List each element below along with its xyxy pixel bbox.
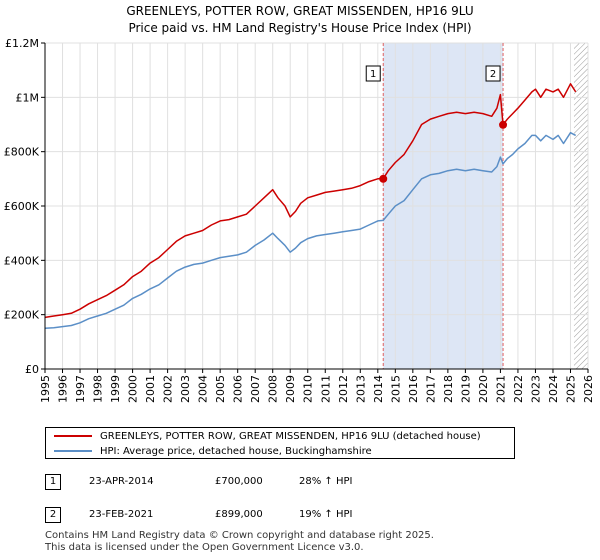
property-price-line (44, 83, 577, 319)
x-tick-label: 2015 (389, 375, 402, 403)
y-tick-label: £800K (4, 146, 40, 159)
footer-copyright: Contains HM Land Registry data © Crown c… (45, 530, 434, 541)
x-tick-label: 2019 (459, 375, 472, 403)
x-tick-label: 2002 (162, 375, 175, 403)
x-tick-label: 2007 (249, 375, 262, 403)
x-tick-label: 2016 (407, 375, 420, 403)
transaction-label: 2 (490, 69, 496, 80)
transaction-row: 1 23-APR-2014 £700,000 28% ↑ HPI (45, 474, 445, 490)
chart-legend: GREENLEYS, POTTER ROW, GREAT MISSENDEN, … (45, 427, 515, 459)
transaction-label-box (485, 65, 501, 82)
x-tick-label: 2014 (372, 375, 385, 403)
x-tick-label: 2020 (477, 375, 490, 403)
y-tick-label: £400K (4, 254, 40, 267)
x-tick-label: 2026 (582, 375, 595, 403)
transaction-price: £700,000 (215, 476, 263, 487)
x-tick-label: 1998 (92, 375, 105, 403)
transaction-date: 23-APR-2014 (89, 476, 154, 487)
legend-swatch-property (54, 435, 92, 437)
transaction-number: 1 (45, 474, 61, 490)
legend-item-property: GREENLEYS, POTTER ROW, GREAT MISSENDEN, … (54, 428, 481, 444)
transaction-row: 2 23-FEB-2021 £899,000 19% ↑ HPI (45, 507, 445, 523)
legend-label-hpi: HPI: Average price, detached house, Buck… (100, 445, 372, 457)
x-tick-label: 2018 (442, 375, 455, 403)
x-tick-label: 2009 (284, 375, 297, 403)
chart-title: GREENLEYS, POTTER ROW, GREAT MISSENDEN, … (126, 4, 474, 18)
legend-label-property: GREENLEYS, POTTER ROW, GREAT MISSENDEN, … (100, 430, 481, 442)
x-tick-label: 2012 (337, 375, 350, 403)
x-tick-label: 2000 (127, 375, 140, 403)
x-tick-label: 1999 (109, 375, 122, 403)
legend-item-hpi: HPI: Average price, detached house, Buck… (54, 443, 372, 459)
transaction-point (379, 174, 388, 183)
x-tick-label: 2025 (564, 375, 577, 403)
transaction-point (499, 120, 508, 129)
price-chart: 1 2 £0 £200K £400K £600K £800K £1M £1.2M 1995 199… (4, 37, 595, 403)
x-tick-label: 2017 (424, 375, 437, 403)
chart-subtitle: Price paid vs. HM Land Registry's House … (128, 21, 472, 35)
x-tick-label: 2010 (302, 375, 315, 403)
y-tick-label: £600K (4, 200, 40, 213)
x-tick-label: 2004 (197, 375, 210, 403)
footer-license: This data is licensed under the Open Gov… (45, 542, 364, 553)
transaction-date: 23-FEB-2021 (89, 509, 154, 520)
x-tick-label: 1997 (74, 375, 87, 403)
x-tick-label: 2008 (267, 375, 280, 403)
y-tick-label: £200K (4, 309, 40, 322)
transaction-hpi-diff: 28% ↑ HPI (299, 476, 353, 487)
transaction-label: 1 (370, 69, 376, 80)
y-tick-label: £1.2M (5, 37, 39, 50)
x-tick-label: 1996 (57, 375, 70, 403)
hpi-line (44, 131, 577, 330)
y-tick-label: £0 (25, 363, 39, 376)
x-tick-label: 2023 (529, 375, 542, 403)
y-tick-label: £1M (16, 91, 40, 104)
x-tick-label: 1995 (39, 375, 52, 403)
transaction-price: £899,000 (215, 509, 263, 520)
x-tick-label: 2013 (354, 375, 367, 403)
x-tick-label: 2006 (232, 375, 245, 403)
x-tick-label: 2022 (512, 375, 525, 403)
legend-swatch-hpi (54, 450, 92, 452)
transaction-hpi-diff: 19% ↑ HPI (299, 509, 353, 520)
x-tick-label: 2001 (144, 375, 157, 403)
x-tick-label: 2003 (179, 375, 192, 403)
x-tick-label: 2021 (494, 375, 507, 403)
transaction-number: 2 (45, 507, 61, 523)
transaction-label-box (365, 65, 381, 82)
x-tick-label: 2011 (319, 375, 332, 403)
x-tick-label: 2005 (214, 375, 227, 403)
x-tick-label: 2024 (547, 375, 560, 403)
